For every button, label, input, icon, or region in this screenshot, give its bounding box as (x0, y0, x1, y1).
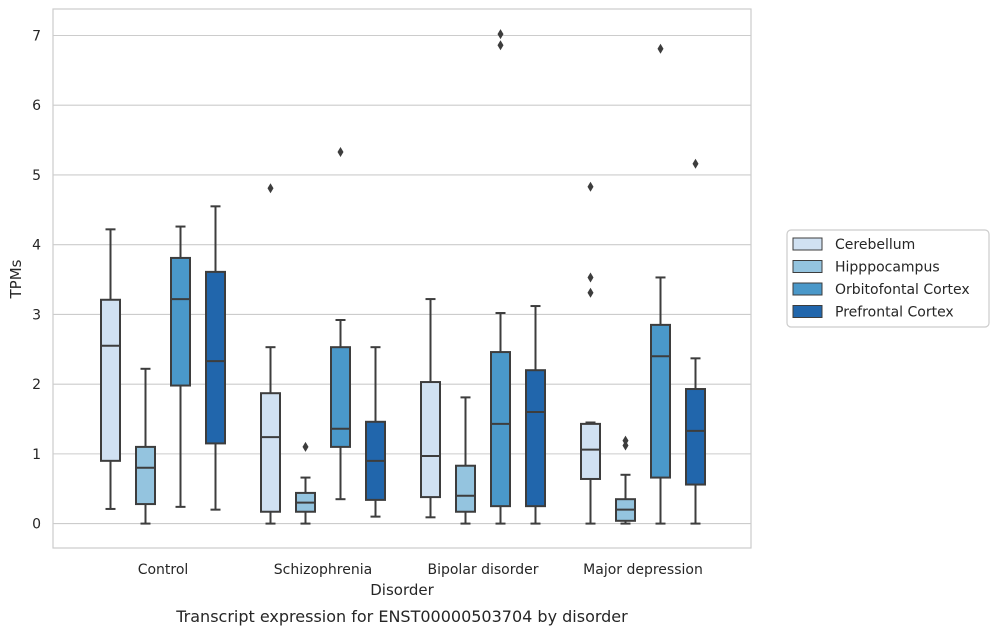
y-tick-label: 4 (32, 238, 41, 254)
outlier-point (622, 435, 629, 446)
box-body (135, 445, 156, 506)
chart-caption: Transcript expression for ENST0000050370… (175, 607, 628, 626)
y-axis-title: TPMs (7, 259, 25, 299)
x-axis-title: Disorder (370, 581, 434, 599)
box-3 (580, 181, 601, 525)
y-tick-label: 5 (32, 168, 41, 184)
x-tick-label: Control (138, 562, 189, 578)
outlier-point (267, 183, 274, 194)
box-1 (330, 146, 351, 501)
box-0 (170, 225, 191, 508)
box-body (170, 256, 191, 387)
box-2 (490, 29, 511, 525)
box-body (260, 392, 281, 513)
legend-label: Hipppocampus (835, 260, 940, 276)
box-2 (455, 396, 476, 525)
box-1 (295, 441, 316, 525)
series-1 (135, 367, 636, 525)
y-tick-label: 2 (32, 377, 41, 393)
x-tick-label: Bipolar disorder (427, 562, 538, 578)
box-body (580, 422, 601, 480)
outlier-point (497, 29, 504, 40)
x-tick-label: Major depression (583, 562, 703, 578)
box-0 (100, 228, 121, 510)
box-2 (420, 298, 441, 519)
box-body (330, 346, 351, 448)
x-tick-label: Schizophrenia (274, 562, 372, 578)
outlier-point (587, 272, 594, 283)
y-tick-label: 1 (32, 447, 41, 463)
outlier-point (302, 441, 309, 452)
series-3 (205, 158, 706, 525)
box-body (455, 464, 476, 513)
legend-label: Cerebellum (835, 237, 915, 253)
legend-label: Prefrontal Cortex (835, 305, 954, 321)
y-tick-label: 3 (32, 307, 41, 323)
box-3 (650, 43, 671, 525)
legend-label: Orbitofontal Cortex (835, 282, 970, 298)
box-body (685, 388, 706, 486)
outlier-point (497, 40, 504, 51)
box-0 (135, 367, 156, 525)
outlier-point (692, 158, 699, 169)
y-tick-label: 6 (32, 98, 41, 114)
box-series (100, 29, 706, 525)
legend: Cerebellum Hipppocampus Orbitofontal Corte… (786, 229, 990, 328)
legend-swatch (792, 237, 823, 251)
box-3 (615, 435, 636, 525)
y-tick-label: 0 (32, 517, 41, 533)
box-1 (365, 346, 386, 518)
series-0 (100, 181, 601, 525)
box-1 (260, 183, 281, 525)
box-body (525, 369, 546, 508)
box-0 (205, 205, 226, 511)
legend-swatch (792, 282, 823, 296)
box-body (650, 323, 671, 479)
box-body (100, 298, 121, 462)
box-2 (525, 305, 546, 525)
plot-frame (52, 8, 752, 549)
box-3 (685, 158, 706, 525)
legend-swatch (792, 260, 823, 273)
box-body (490, 351, 511, 508)
outlier-point (657, 43, 664, 54)
grid-lines (53, 34, 751, 525)
legend-swatch (792, 305, 823, 318)
outlier-point (587, 287, 594, 298)
y-tick-label: 7 (32, 28, 41, 44)
series-2 (170, 29, 671, 525)
outlier-point (337, 146, 344, 157)
x-tick-labels: Control Schizophrenia Bipolar disorder Majo… (138, 562, 703, 578)
y-tick-labels: 0 1 2 3 4 5 6 7 (32, 28, 41, 532)
box-body (205, 270, 226, 445)
legend-frame (786, 229, 990, 328)
outlier-point (587, 181, 594, 192)
box-body (420, 381, 441, 499)
